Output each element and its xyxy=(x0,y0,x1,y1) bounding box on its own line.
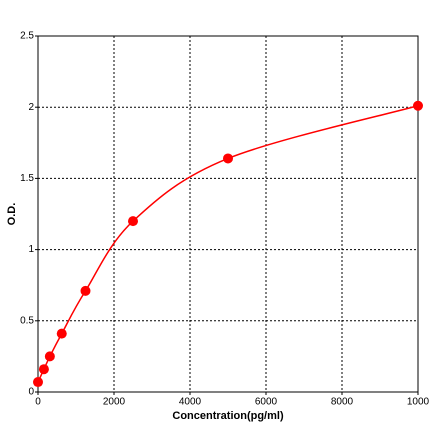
x-tick-label: 4000 xyxy=(179,397,202,408)
y-axis-title: O.D. xyxy=(6,203,18,226)
x-tick-label: 6000 xyxy=(255,397,278,408)
data-point xyxy=(80,285,91,296)
y-tick-label: 0 xyxy=(28,387,34,398)
y-tick-label: 1 xyxy=(28,244,34,255)
data-point xyxy=(223,153,233,164)
data-point xyxy=(33,377,43,388)
x-tick-label: 2000 xyxy=(103,397,126,408)
data-point xyxy=(38,364,49,375)
data-point xyxy=(413,100,423,111)
data-point xyxy=(56,328,67,339)
data-point xyxy=(44,351,55,362)
x-tick-label: 0 xyxy=(35,397,41,408)
y-tick-label: 0.5 xyxy=(20,315,34,326)
x-tick-label: 1000 xyxy=(407,397,430,408)
y-tick-label: 2 xyxy=(28,102,34,113)
x-axis-title: Concentration(pg/ml) xyxy=(172,410,284,422)
plot-frame xyxy=(37,35,419,393)
x-tick-label: 8000 xyxy=(331,397,354,408)
data-point xyxy=(128,216,138,227)
y-tick-label: 1.5 xyxy=(20,173,34,184)
y-tick-label: 2.5 xyxy=(20,31,34,42)
